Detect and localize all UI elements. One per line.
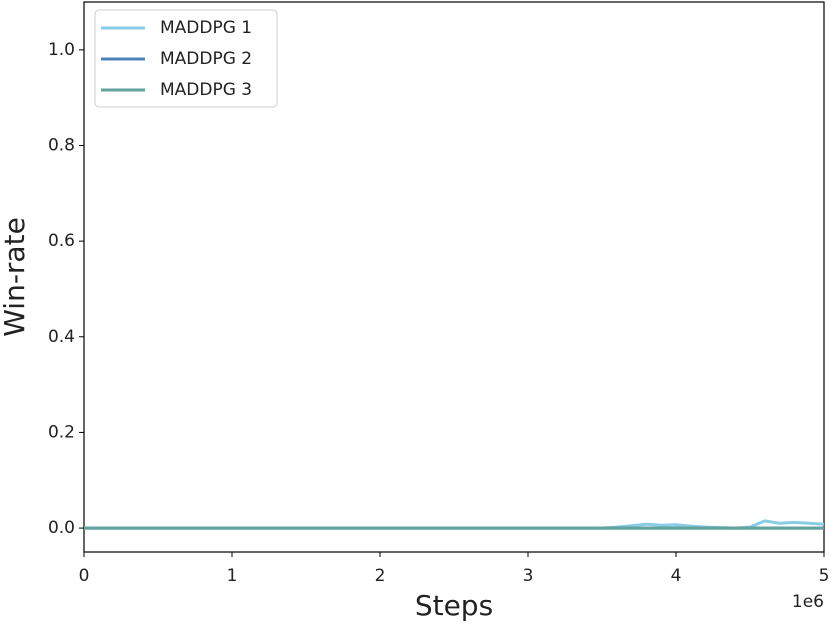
y-tick-label: 0.6 [48,231,75,251]
legend-box [94,9,278,108]
x-tick-label: 1 [227,566,238,586]
y-tick-label: 0.4 [48,327,75,347]
y-tick-label: 1.0 [48,40,75,60]
legend-label: MADDPG 3 [160,80,252,100]
x-tick-label: 5 [819,566,830,586]
y-axis-label: Win-rate [0,217,31,337]
legend-label: MADDPG 1 [160,18,252,38]
plot-frame [83,1,825,553]
x-offset-label: 1e6 [792,592,824,612]
y-tick-label: 0.8 [48,135,75,155]
y-tick-label: 0.2 [48,422,75,442]
y-tick-label: 0.0 [48,518,75,538]
x-axis-label: Steps [415,589,493,622]
x-tick-label: 3 [523,566,534,586]
x-tick-label: 0 [79,566,90,586]
legend-label: MADDPG 2 [160,49,252,69]
x-tick-label: 2 [375,566,386,586]
x-tick-label: 4 [671,566,682,586]
